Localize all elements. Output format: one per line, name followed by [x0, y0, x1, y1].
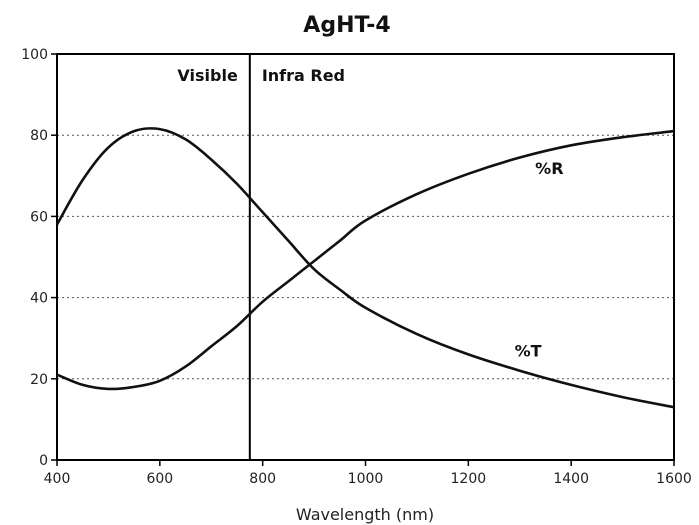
series-label-r: %R [535, 159, 563, 178]
x-axis-ticks: 400 600 800 1000 1200 1400 1600 [44, 460, 692, 487]
chart-title: AgHT-4 [303, 13, 390, 38]
y-tick-label: 60 [30, 209, 48, 225]
series-line-r [56, 129, 675, 391]
region-label-infrared: Infra Red [262, 66, 345, 85]
y-tick-label: 40 [30, 291, 48, 307]
x-tick-label: 800 [249, 471, 276, 487]
series-line-t [55, 127, 675, 409]
y-tick-label: 100 [21, 47, 48, 63]
x-tick-label: 1600 [656, 471, 692, 487]
region-label-visible: Visible [177, 66, 238, 85]
x-tick-label: 1000 [348, 471, 384, 487]
gridlines [57, 134, 674, 380]
x-tick-label: 1400 [553, 471, 589, 487]
x-tick-label: 1200 [451, 471, 487, 487]
x-tick-label: 400 [44, 471, 71, 487]
y-tick-label: 20 [30, 372, 48, 388]
series-label-t: %T [515, 341, 542, 360]
x-tick-label: 600 [146, 471, 173, 487]
plot-frame [56, 53, 675, 461]
y-tick-label: 80 [30, 128, 48, 144]
series-lines [55, 127, 675, 409]
y-tick-label: 0 [39, 453, 48, 469]
x-axis-label: Wavelength (nm) [296, 505, 434, 524]
y-axis-ticks: 0 20 40 60 80 100 [21, 47, 57, 469]
